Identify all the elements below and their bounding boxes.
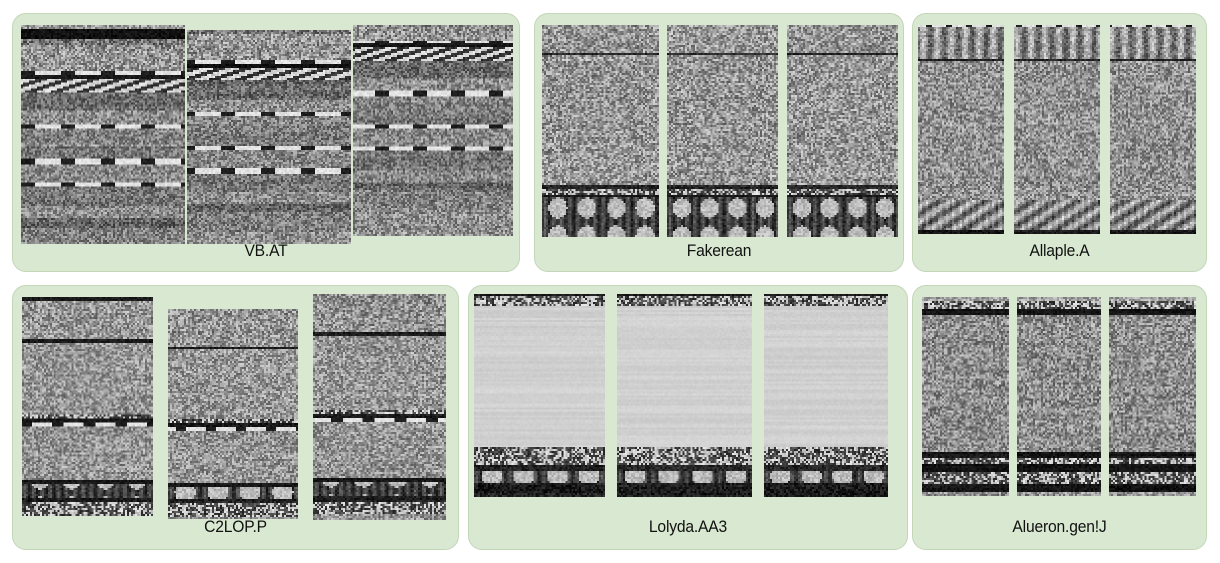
malware-sample-image [1109, 297, 1196, 496]
panel-lolyda-aa3: Lolyda.AA3 [468, 285, 908, 550]
panel-label: Fakerean [686, 241, 752, 260]
malware-sample-image [1110, 25, 1196, 234]
sample-group [13, 14, 519, 271]
malware-sample-image [22, 297, 153, 516]
malware-sample-image [1017, 297, 1101, 496]
panel-label: Lolyda.AA3 [648, 517, 728, 536]
panel-label: C2LOP.P [204, 517, 267, 536]
panel-allaple-a: Allaple.A [912, 13, 1207, 272]
panel-label: Alueron.gen!J [1012, 517, 1107, 536]
malware-sample-image [1014, 25, 1100, 234]
malware-sample-image [474, 294, 605, 497]
malware-sample-image [542, 25, 659, 237]
malware-sample-image [168, 309, 298, 519]
sample-group [535, 14, 903, 271]
malware-sample-image [787, 25, 898, 237]
panel-vb-at: VB.AT [12, 13, 520, 272]
malware-sample-image [21, 25, 185, 244]
panel-fakerean: Fakerean [534, 13, 904, 272]
sample-group [913, 14, 1206, 271]
sample-group [13, 286, 458, 549]
malware-sample-image [764, 294, 888, 497]
malware-sample-image [187, 30, 351, 244]
malware-sample-image [667, 25, 778, 237]
malware-sample-image [617, 294, 752, 497]
sample-group [469, 286, 907, 549]
malware-sample-image [922, 297, 1009, 496]
panel-label: Allaple.A [1029, 241, 1090, 260]
malware-sample-image [353, 25, 513, 236]
sample-group [913, 286, 1206, 549]
panel-c2lop-p: C2LOP.P [12, 285, 459, 550]
malware-sample-image [918, 25, 1004, 234]
malware-sample-image [313, 294, 446, 520]
panel-alueron-genj: Alueron.gen!J [912, 285, 1207, 550]
panel-label: VB.AT [244, 241, 288, 260]
